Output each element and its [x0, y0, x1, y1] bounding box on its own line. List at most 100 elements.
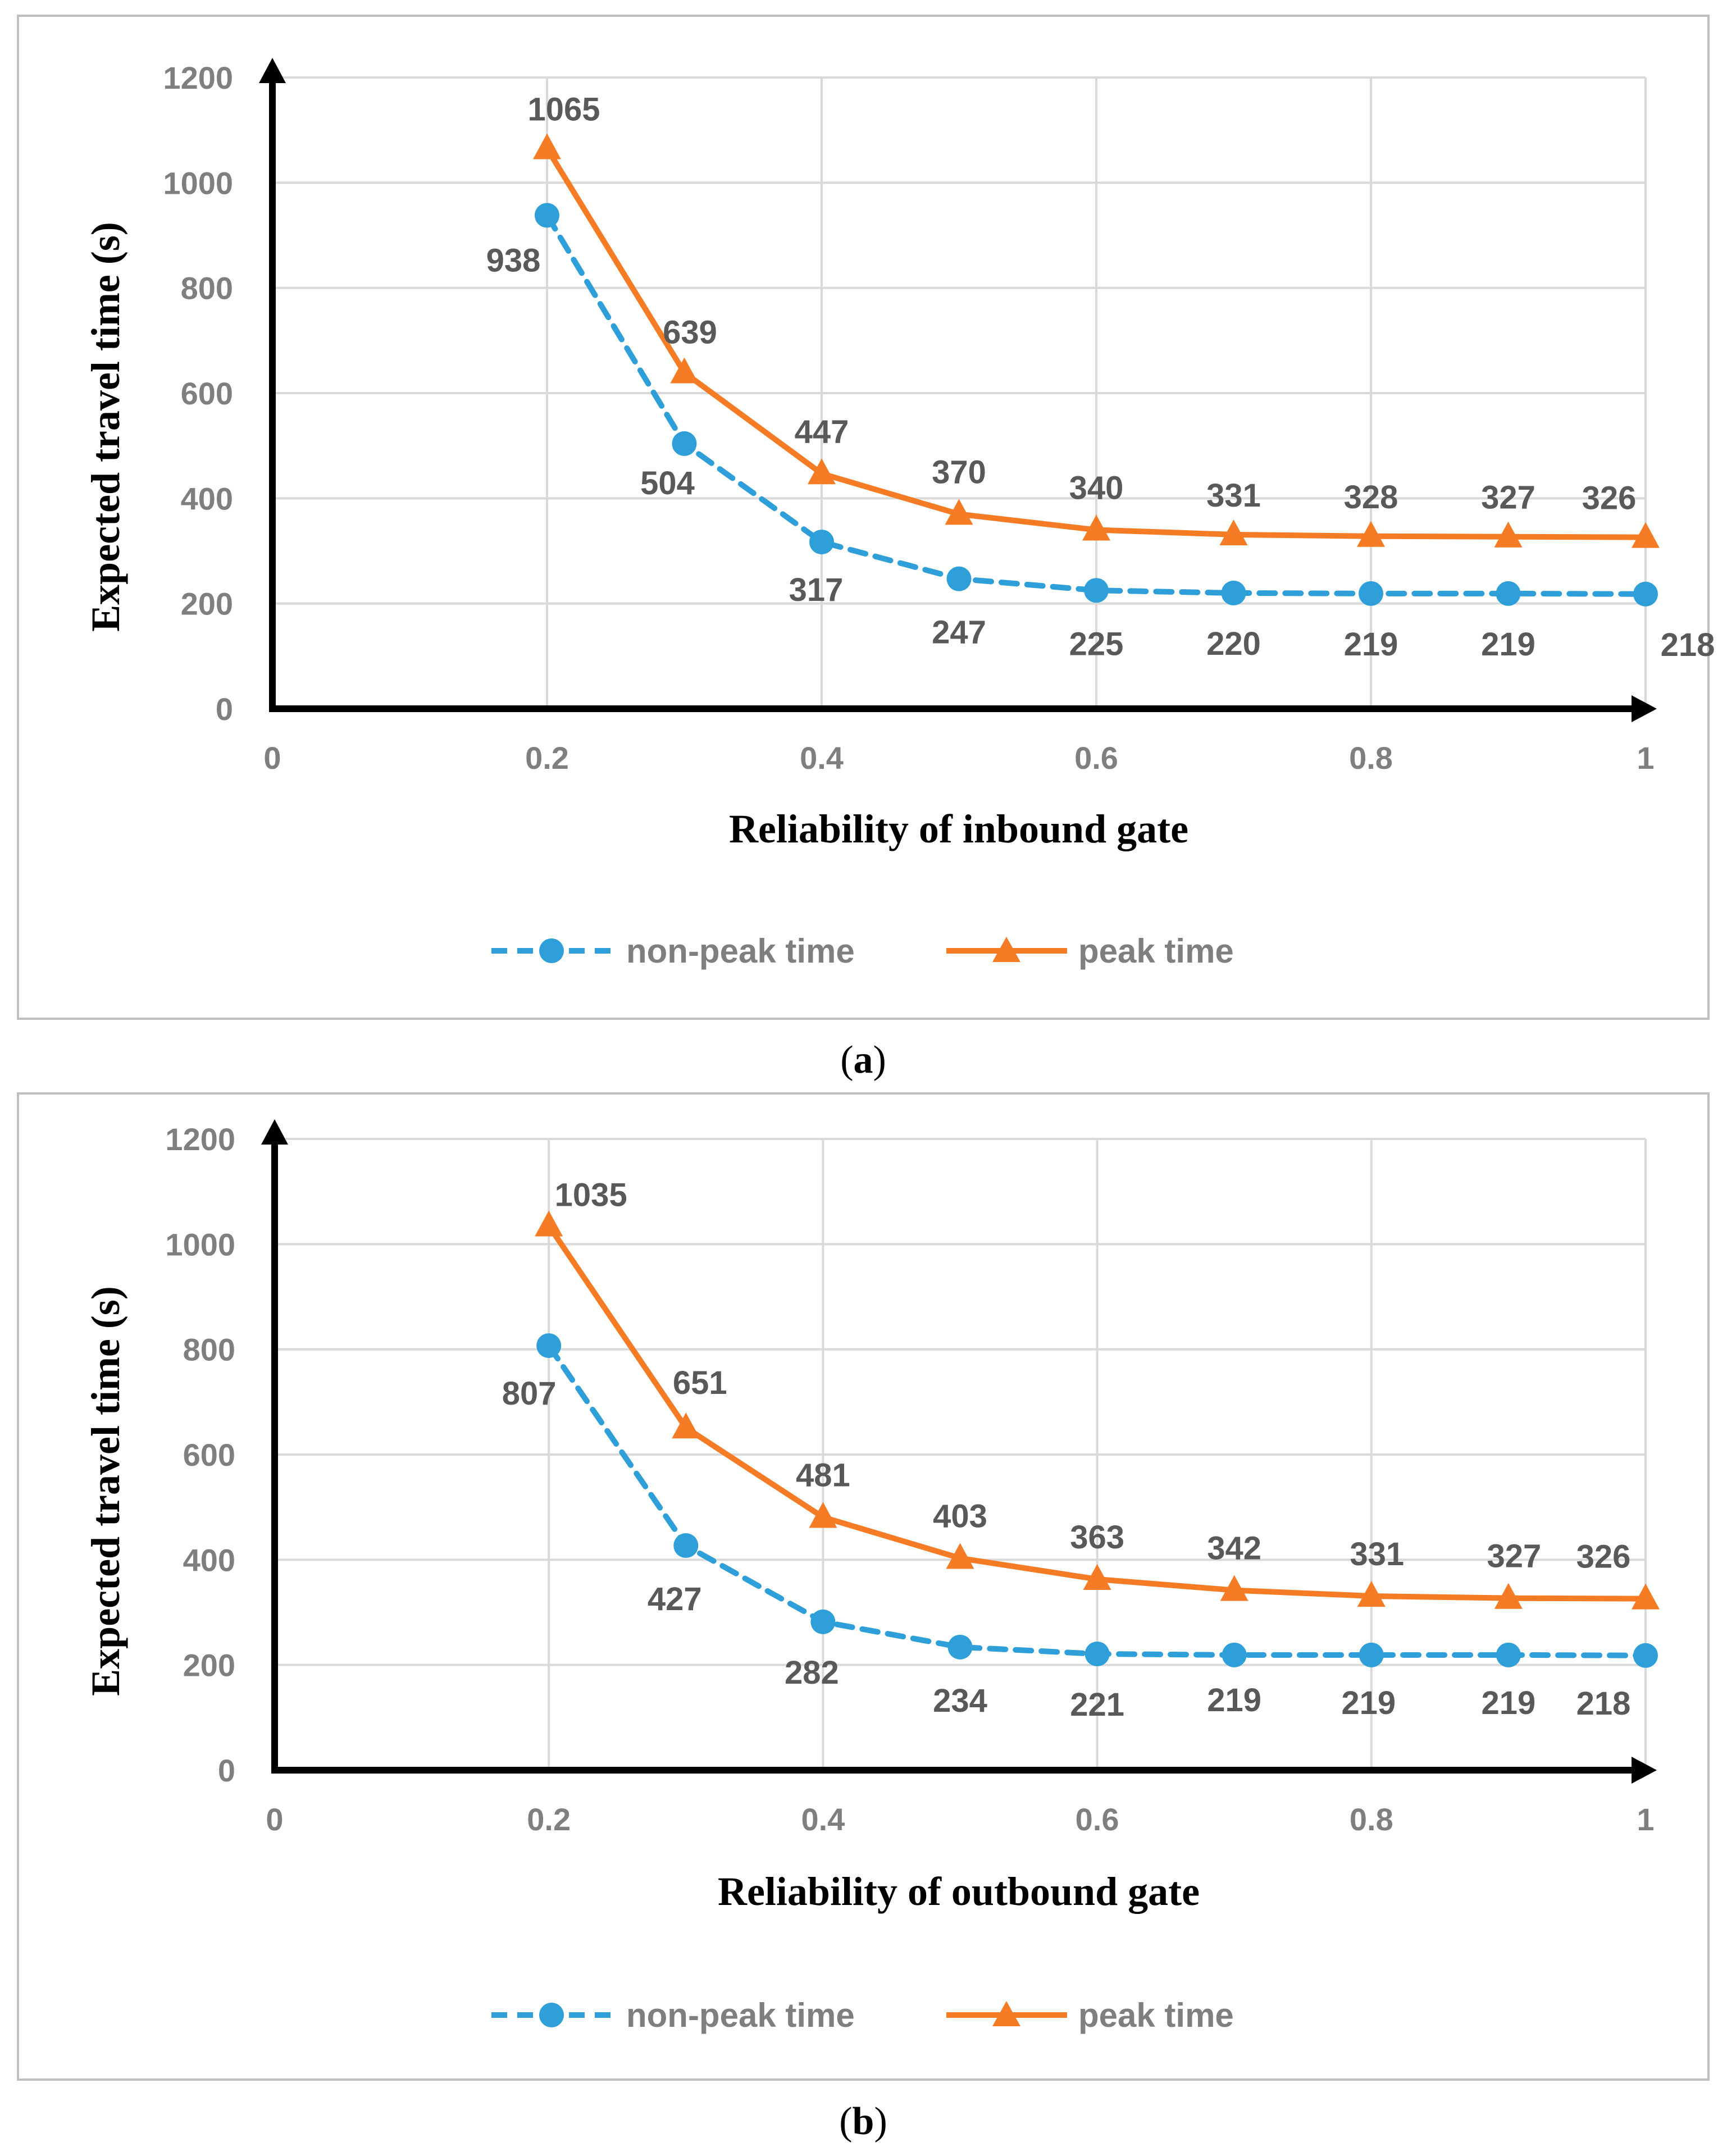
non-peak-data-label: 221 — [1070, 1686, 1124, 1723]
legend-non-peak-marker — [539, 2003, 564, 2027]
peak-data-label: 403 — [933, 1498, 987, 1535]
peak-data-point — [535, 1210, 563, 1237]
peak-data-point — [1082, 514, 1110, 541]
peak-data-point — [945, 499, 973, 525]
non-peak-data-label: 219 — [1341, 1685, 1396, 1721]
y-tick-label: 800 — [183, 1332, 235, 1368]
non-peak-data-point — [672, 431, 697, 456]
caption-a-close: ) — [873, 1038, 886, 1082]
non-peak-data-point — [1084, 1641, 1110, 1666]
non-peak-data-label: 234 — [933, 1683, 987, 1719]
y-tick-label: 200 — [183, 1648, 235, 1683]
non-peak-data-label: 218 — [1576, 1685, 1631, 1722]
non-peak-data-point — [947, 1634, 973, 1660]
non-peak-data-point — [1633, 1643, 1658, 1668]
peak-data-point — [1494, 521, 1523, 548]
y-axis-title: Expected travel time (s) — [83, 1286, 128, 1696]
legend-non-peak-label: non-peak time — [626, 1997, 855, 2034]
peak-data-point — [672, 1412, 700, 1439]
y-axis-title: Expected travel time (s) — [83, 222, 128, 632]
y-tick-label: 1200 — [163, 60, 233, 95]
peak-data-point — [1219, 519, 1248, 545]
x-tick-label: 1 — [1637, 740, 1654, 776]
x-tick-label: 0.8 — [1350, 1802, 1393, 1837]
peak-data-label: 370 — [932, 454, 986, 490]
non-peak-data-point — [809, 530, 834, 555]
caption-b-open: ( — [839, 2100, 852, 2143]
y-tick-label: 600 — [181, 376, 233, 411]
peak-data-label: 1065 — [527, 91, 600, 127]
non-peak-data-point — [810, 1609, 836, 1634]
peak-data-label: 639 — [663, 314, 717, 350]
legend-peak-marker — [992, 937, 1020, 962]
chart-panel-b: 0 200 400 600 800 1000 1200 0 0.2 0.4 0.6 0.8 1 807 4… — [17, 1092, 1710, 2081]
peak-data-label: 342 — [1207, 1530, 1261, 1567]
non-peak-data-point — [1496, 1642, 1521, 1667]
non-peak-data-point — [1222, 1642, 1247, 1667]
peak-data-point — [946, 1543, 974, 1569]
x-tick-label: 0.8 — [1349, 740, 1393, 776]
non-peak-data-point — [1496, 581, 1521, 606]
x-tick-label: 0 — [263, 740, 281, 776]
legend: non-peak time peak time — [491, 932, 1234, 970]
non-peak-data-label: 427 — [648, 1581, 702, 1617]
y-tick-label: 1000 — [163, 165, 233, 200]
legend-non-peak-label: non-peak time — [626, 932, 855, 970]
caption-b-close: ) — [874, 2100, 887, 2143]
y-tick-label: 0 — [218, 1753, 235, 1788]
caption-a-open: ( — [840, 1038, 853, 1082]
peak-data-label: 327 — [1481, 480, 1535, 516]
x-axis-title: Reliability of outbound gate — [718, 1869, 1200, 1914]
y-axis-arrowhead — [261, 1119, 288, 1145]
chart-panel-a: 0 200 400 600 800 1000 1200 0 0.2 0.4 0.6 0.8 1 938 5… — [17, 15, 1715, 1020]
non-peak-data-label: 504 — [640, 465, 695, 502]
x-tick-label: 0.4 — [801, 1802, 845, 1837]
non-peak-data-point — [1359, 581, 1383, 606]
peak-data-point — [533, 133, 561, 159]
caption-a-letter: a — [854, 1038, 873, 1082]
peak-data-point — [1494, 1583, 1523, 1609]
legend-non-peak-marker — [539, 938, 564, 963]
y-tick-label: 400 — [181, 481, 233, 516]
non-peak-data-label: 219 — [1481, 626, 1535, 663]
non-peak-data-label: 807 — [502, 1375, 557, 1412]
non-peak-data-label: 938 — [486, 242, 541, 279]
peak-data-label: 326 — [1576, 1539, 1631, 1575]
peak-data-point — [1357, 1580, 1386, 1607]
peak-data-label: 327 — [1487, 1538, 1542, 1575]
peak-data-label: 447 — [795, 413, 849, 450]
non-peak-data-point — [946, 566, 972, 591]
x-tick-label: 0.2 — [527, 1802, 571, 1837]
legend-peak-label: peak time — [1078, 932, 1234, 970]
chart-frame — [17, 1092, 1710, 2081]
peak-data-point — [1632, 1583, 1660, 1610]
non-peak-data-point — [1633, 581, 1658, 607]
x-tick-label: 0.2 — [525, 740, 569, 776]
legend-peak-label: peak time — [1078, 1997, 1234, 2034]
y-tick-label: 0 — [216, 691, 233, 727]
y-tick-label: 1200 — [165, 1122, 235, 1157]
peak-data-point — [808, 458, 836, 485]
x-tick-label: 0 — [266, 1802, 283, 1837]
y-tick-label: 800 — [181, 271, 233, 306]
x-axis-arrowhead — [1632, 695, 1657, 722]
peak-data-label: 326 — [1582, 480, 1637, 517]
peak-data-label: 328 — [1344, 479, 1398, 516]
peak-data-label: 331 — [1206, 477, 1261, 514]
non-peak-data-point — [535, 203, 559, 228]
non-peak-data-label: 219 — [1207, 1682, 1261, 1719]
non-peak-data-point — [673, 1533, 699, 1558]
caption-b: (b) — [839, 2100, 887, 2143]
x-tick-label: 0.4 — [800, 740, 844, 776]
peak-data-label: 363 — [1070, 1519, 1124, 1556]
non-peak-data-point — [1221, 580, 1246, 605]
non-peak-data-point — [536, 1333, 562, 1359]
y-tick-label: 200 — [181, 586, 233, 622]
peak-data-label: 331 — [1350, 1536, 1404, 1572]
peak-data-label: 340 — [1069, 470, 1124, 507]
non-peak-data-label: 225 — [1069, 626, 1124, 662]
legend: non-peak time peak time — [491, 1997, 1234, 2034]
y-tick-label: 1000 — [165, 1227, 235, 1262]
non-peak-data-point — [1359, 1642, 1384, 1667]
